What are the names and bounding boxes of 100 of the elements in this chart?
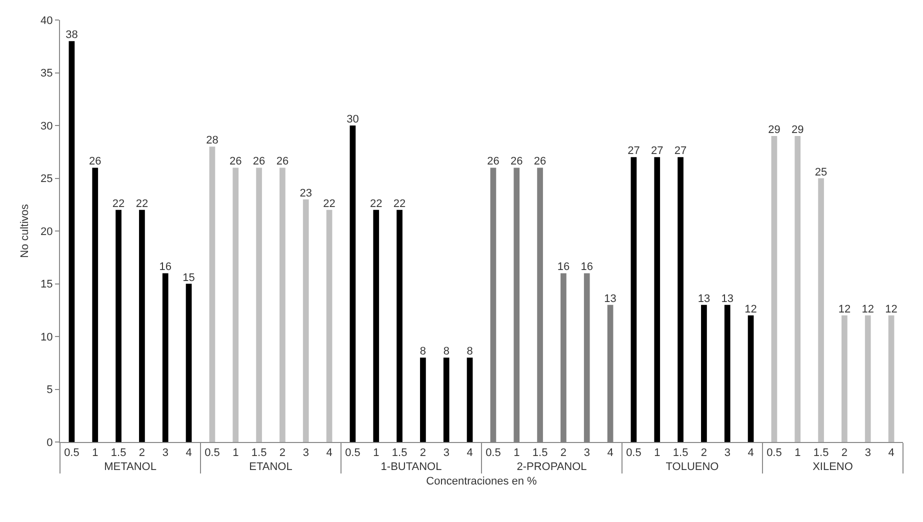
data-label: 8 bbox=[420, 346, 426, 358]
bar bbox=[466, 358, 473, 442]
x-tick-label: 3 bbox=[584, 447, 590, 460]
x-tick-label: 1.5 bbox=[532, 447, 548, 460]
x-tick-label: 4 bbox=[748, 447, 754, 460]
series-label: ETANOL bbox=[249, 461, 292, 474]
x-axis-title: Concentraciones en % bbox=[426, 475, 538, 488]
data-label: 25 bbox=[814, 166, 828, 178]
data-label: 28 bbox=[206, 134, 218, 147]
bar bbox=[818, 178, 824, 442]
data-label: 16 bbox=[159, 261, 172, 274]
data-label: 22 bbox=[112, 198, 125, 210]
x-tick-label: 3 bbox=[724, 447, 730, 460]
bar bbox=[864, 315, 871, 442]
x-tick-label: 4 bbox=[326, 447, 332, 460]
data-label: 8 bbox=[466, 346, 473, 358]
data-label: 26 bbox=[252, 156, 266, 168]
data-label: 26 bbox=[230, 156, 242, 168]
bar bbox=[350, 126, 356, 442]
x-tick-label: 2 bbox=[560, 447, 567, 460]
bar bbox=[326, 210, 332, 442]
bar bbox=[373, 210, 380, 442]
x-tick-label: 4 bbox=[466, 447, 473, 460]
x-tick-label: 1.5 bbox=[110, 447, 126, 460]
x-tick-label: 1 bbox=[92, 447, 98, 460]
data-label: 27 bbox=[651, 145, 664, 158]
bar bbox=[92, 168, 98, 442]
bar bbox=[280, 168, 286, 442]
x-tick-label: 1 bbox=[654, 447, 660, 460]
data-label: 29 bbox=[768, 124, 780, 136]
x-tick-label: 3 bbox=[864, 447, 871, 460]
bar bbox=[724, 304, 730, 442]
x-tick-label: 1 bbox=[794, 447, 801, 460]
bar bbox=[748, 315, 754, 442]
data-label: 16 bbox=[557, 261, 570, 274]
bar bbox=[842, 315, 848, 442]
data-label: 15 bbox=[182, 272, 195, 284]
x-tick-label: 4 bbox=[607, 447, 614, 460]
bar bbox=[654, 157, 660, 442]
x-tick-label: 1 bbox=[232, 447, 239, 460]
bar bbox=[68, 41, 75, 442]
data-label: 26 bbox=[534, 156, 546, 168]
x-tick-label: 1 bbox=[514, 447, 520, 460]
data-label: 8 bbox=[443, 346, 450, 358]
x-tick-label: 1 bbox=[373, 447, 380, 460]
data-label: 23 bbox=[300, 187, 312, 200]
bar bbox=[678, 157, 684, 442]
bar bbox=[701, 304, 707, 442]
data-label: 27 bbox=[674, 145, 687, 158]
x-tick-label: 0.5 bbox=[486, 447, 501, 460]
data-label: 12 bbox=[885, 303, 898, 316]
series-label: 2-PROPANOL bbox=[516, 461, 587, 474]
bar bbox=[139, 210, 145, 442]
data-label: 22 bbox=[323, 198, 336, 210]
data-label: 26 bbox=[487, 156, 500, 168]
data-label: 13 bbox=[604, 292, 616, 305]
data-label: 22 bbox=[136, 198, 148, 210]
x-tick-label: 2 bbox=[420, 447, 426, 460]
data-label: 22 bbox=[393, 198, 406, 210]
data-label: 13 bbox=[721, 292, 734, 305]
data-label: 27 bbox=[628, 145, 640, 158]
y-axis-title: No cultivos bbox=[19, 204, 31, 258]
bar bbox=[888, 315, 894, 442]
data-label: 26 bbox=[276, 156, 289, 168]
series-label: METANOL bbox=[104, 461, 156, 474]
series-label: TOLUENO bbox=[666, 461, 720, 474]
y-tick-label: 20 bbox=[40, 226, 53, 238]
x-tick-label: 1.5 bbox=[251, 447, 267, 460]
data-label: 30 bbox=[346, 114, 359, 126]
x-tick-label: 2 bbox=[700, 447, 708, 460]
y-tick-label: 5 bbox=[46, 384, 53, 396]
bar bbox=[116, 210, 122, 442]
data-label: 16 bbox=[580, 261, 593, 274]
y-tick-label: 25 bbox=[40, 173, 53, 186]
bar bbox=[232, 168, 239, 442]
data-label: 22 bbox=[370, 198, 382, 210]
x-tick-label: 3 bbox=[443, 447, 450, 460]
bar bbox=[396, 210, 402, 442]
data-label: 12 bbox=[862, 303, 874, 316]
x-tick-label: 0.5 bbox=[345, 447, 360, 460]
bar bbox=[162, 273, 168, 442]
x-tick-label: 0.5 bbox=[204, 447, 220, 460]
data-label: 12 bbox=[838, 303, 851, 316]
bar bbox=[630, 157, 637, 442]
x-tick-label: 3 bbox=[162, 447, 168, 460]
x-tick-label: 1.5 bbox=[392, 447, 408, 460]
x-tick-label: 1.5 bbox=[672, 447, 688, 460]
bar bbox=[256, 168, 262, 442]
x-tick-label: 0.5 bbox=[64, 447, 80, 460]
bar bbox=[794, 136, 801, 442]
x-tick-label: 0.5 bbox=[766, 447, 782, 460]
y-tick-label: 0 bbox=[46, 436, 53, 449]
data-label: 26 bbox=[89, 156, 102, 168]
series-label: 1-BUTANOL bbox=[380, 461, 442, 474]
x-tick-label: 3 bbox=[302, 447, 309, 460]
y-tick-label: 15 bbox=[40, 278, 53, 291]
x-tick-label: 2 bbox=[841, 447, 848, 460]
x-tick-label: 4 bbox=[186, 447, 192, 460]
series-label: XILENO bbox=[812, 461, 854, 474]
y-tick-label: 10 bbox=[40, 331, 53, 344]
